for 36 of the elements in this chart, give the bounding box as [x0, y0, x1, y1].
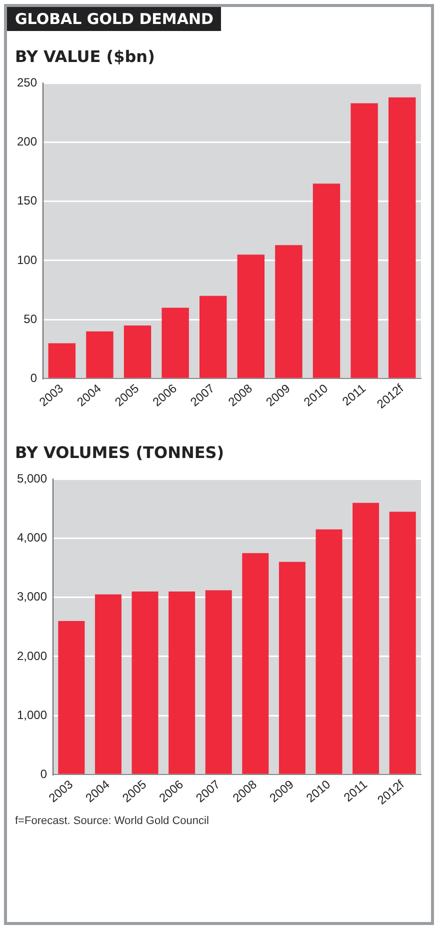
y-tick-label: 200	[16, 134, 38, 149]
bar	[162, 308, 189, 378]
y-tick-label: 3,000	[17, 590, 48, 604]
y-tick-label: 150	[16, 194, 38, 208]
y-tick-label: 250	[16, 76, 38, 90]
y-tick-label: 2,000	[17, 648, 48, 663]
bar	[200, 296, 227, 378]
y-tick-label: 0	[40, 766, 48, 781]
y-tick-label: 50	[24, 312, 38, 326]
y-tick-label: 4,000	[17, 530, 48, 545]
bar	[237, 254, 265, 378]
chart-subtitle: BY VALUE ($bn)	[15, 47, 156, 66]
y-tick-label: 1,000	[17, 708, 48, 722]
bar	[275, 245, 302, 378]
text: f=Forecast. Source: World Gold Council	[15, 815, 210, 827]
bar	[168, 591, 196, 774]
y-tick-label: 0	[30, 370, 38, 385]
bar	[205, 590, 232, 774]
bar	[48, 343, 76, 378]
bar	[350, 103, 378, 378]
bar	[86, 331, 114, 378]
bar	[132, 591, 158, 774]
y-tick-label: 100	[16, 252, 38, 267]
bar	[124, 325, 152, 378]
y-tick-label: 5,000	[17, 472, 48, 486]
chart-title: GLOBAL GOLD DEMAND	[7, 7, 222, 31]
bar	[352, 502, 380, 774]
chart-title: BY VOLUMES (TONNES)	[15, 443, 226, 462]
bar	[388, 97, 416, 378]
bar	[58, 621, 85, 774]
bar	[278, 562, 306, 774]
bar	[242, 553, 269, 774]
bar	[316, 529, 342, 774]
bar	[312, 184, 340, 378]
bar	[94, 594, 122, 774]
bar	[389, 512, 416, 774]
